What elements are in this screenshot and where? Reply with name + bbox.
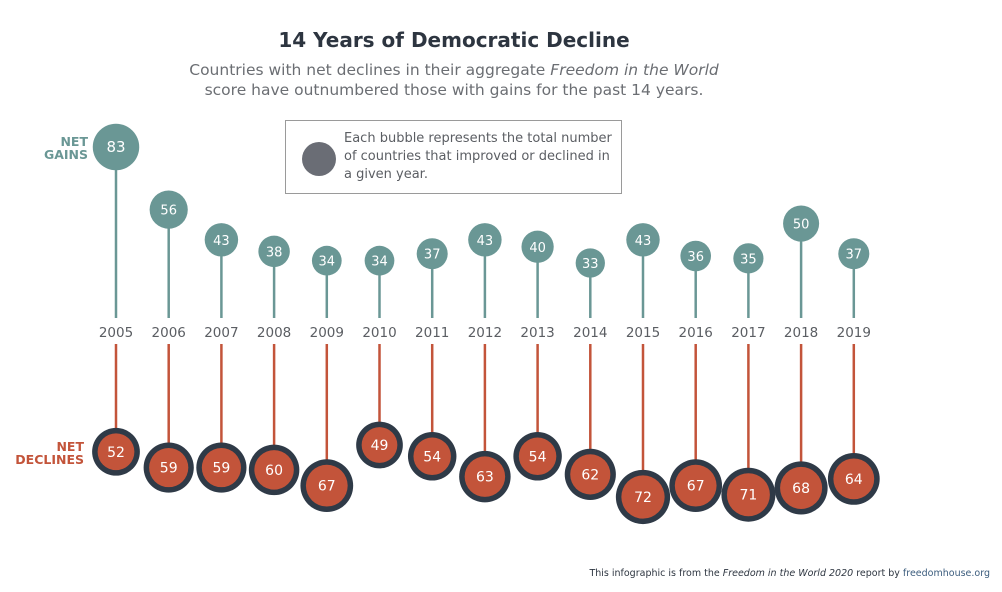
decline-value-2006: 59	[160, 461, 178, 477]
legend-text: Each bubble represents the total number …	[344, 131, 612, 182]
gain-bubble-2014	[575, 248, 605, 278]
gain-bubble-2007	[204, 223, 239, 257]
decline-value-2012: 63	[476, 470, 494, 486]
gain-value-2007: 43	[213, 234, 230, 249]
footer-mid: report by	[853, 568, 903, 579]
decline-bubble-2017	[726, 473, 770, 517]
gain-value-2008: 38	[266, 245, 283, 260]
year-label-2017: 2017	[731, 325, 765, 341]
gain-value-2012: 43	[477, 234, 494, 249]
year-label-2008: 2008	[257, 325, 291, 341]
year-label-2011: 2011	[415, 325, 449, 341]
gain-bubble-2019	[838, 238, 870, 270]
chart-subtitle: Countries with net declines in their agg…	[0, 60, 908, 100]
year-label-2006: 2006	[152, 325, 186, 341]
decline-bubble-2019	[833, 458, 875, 500]
year-label-2013: 2013	[520, 325, 554, 341]
decline-bubble-2010	[361, 427, 398, 463]
decline-bubble-2013	[518, 437, 557, 476]
footer-report-name: Freedom in the World 2020	[722, 568, 854, 579]
gain-value-2016: 36	[687, 250, 704, 265]
gain-value-2009: 34	[319, 255, 336, 270]
net-declines-label-line1: NET	[56, 439, 84, 454]
decline-bubble-2015	[621, 475, 665, 519]
gain-value-2014: 33	[582, 257, 599, 272]
gain-bubble-2009	[311, 245, 342, 276]
gain-bubble-2010	[364, 245, 395, 276]
decline-value-2016: 67	[687, 479, 705, 495]
year-label-2009: 2009	[310, 325, 344, 341]
decline-value-2005: 52	[107, 445, 125, 461]
net-gains-label-line2: GAINS	[43, 147, 88, 162]
footer-credit: This infographic is from the Freedom in …	[589, 568, 990, 579]
subtitle-line1-pre: Countries with net declines in their agg…	[189, 61, 551, 79]
footer-pre: This infographic is from the	[589, 568, 723, 579]
year-label-2012: 2012	[468, 325, 502, 341]
decline-value-2007: 59	[212, 461, 230, 477]
gain-bubble-2015	[626, 223, 660, 257]
decline-bubble-2005	[97, 433, 135, 471]
year-label-2018: 2018	[784, 325, 818, 341]
gain-value-2017: 35	[740, 252, 757, 267]
decline-value-2009: 67	[318, 479, 336, 495]
chart-title: 14 Years of Democratic Decline	[278, 28, 630, 52]
gain-bubble-2013	[521, 230, 554, 263]
gain-bubble-2016	[680, 240, 711, 272]
gain-value-2015: 43	[635, 234, 652, 249]
decline-value-2019: 64	[845, 472, 863, 488]
footer-link[interactable]: freedomhouse.org	[902, 568, 990, 579]
gain-value-2005: 83	[106, 138, 125, 156]
gain-value-2010: 34	[371, 255, 388, 270]
gain-bubble-2012	[468, 223, 502, 257]
gain-bubble-2017	[733, 243, 764, 274]
year-label-2015: 2015	[626, 325, 660, 341]
decline-bubble-2008	[254, 450, 294, 490]
year-label-2005: 2005	[99, 325, 133, 341]
gain-bubble-2011	[416, 238, 448, 270]
gain-value-2011: 37	[424, 248, 441, 263]
gain-value-2018: 50	[793, 218, 810, 233]
year-label-2019: 2019	[837, 325, 871, 341]
net-declines-label-line2: DECLINES	[15, 452, 84, 467]
net-gains-label-line1: NET	[60, 134, 88, 149]
gain-value-2013: 40	[529, 241, 546, 256]
decline-bubble-2006	[149, 448, 189, 488]
legend-box: Each bubble represents the total number …	[285, 120, 622, 194]
decline-value-2013: 54	[529, 449, 547, 465]
subtitle-line2: score have outnumbered those with gains …	[204, 81, 704, 99]
gain-bubble-2018	[783, 205, 820, 242]
decline-value-2018: 68	[792, 481, 810, 497]
gain-value-2006: 56	[160, 204, 177, 219]
decline-value-2015: 72	[634, 490, 652, 506]
decline-bubble-2012	[464, 456, 506, 497]
decline-value-2014: 62	[581, 467, 599, 483]
decline-bubble-2018	[780, 466, 823, 509]
year-label-2010: 2010	[362, 325, 396, 341]
decline-bubble-2009	[305, 464, 348, 507]
decline-value-2011: 54	[423, 449, 441, 465]
year-label-2007: 2007	[204, 325, 238, 341]
gain-bubble-2008	[258, 235, 290, 268]
legend-bubble-icon	[302, 142, 336, 176]
decline-bubble-2016	[674, 464, 717, 507]
decline-value-2010: 49	[371, 438, 389, 454]
decline-bubble-2007	[201, 448, 241, 488]
decline-value-2008: 60	[265, 463, 283, 479]
year-label-2014: 2014	[573, 325, 607, 341]
gain-bubble-2006	[149, 190, 188, 229]
net-gains-label: NET GAINS	[20, 135, 88, 161]
year-label-2016: 2016	[679, 325, 713, 341]
gain-bubble-2005	[92, 123, 140, 171]
decline-bubble-2011	[413, 437, 451, 476]
net-declines-label: NET DECLINES	[10, 440, 84, 466]
gain-value-2019: 37	[846, 248, 863, 263]
subtitle-line1-italic: Freedom in the World	[550, 61, 719, 79]
decline-value-2017: 71	[739, 488, 757, 504]
decline-bubble-2014	[570, 454, 611, 495]
